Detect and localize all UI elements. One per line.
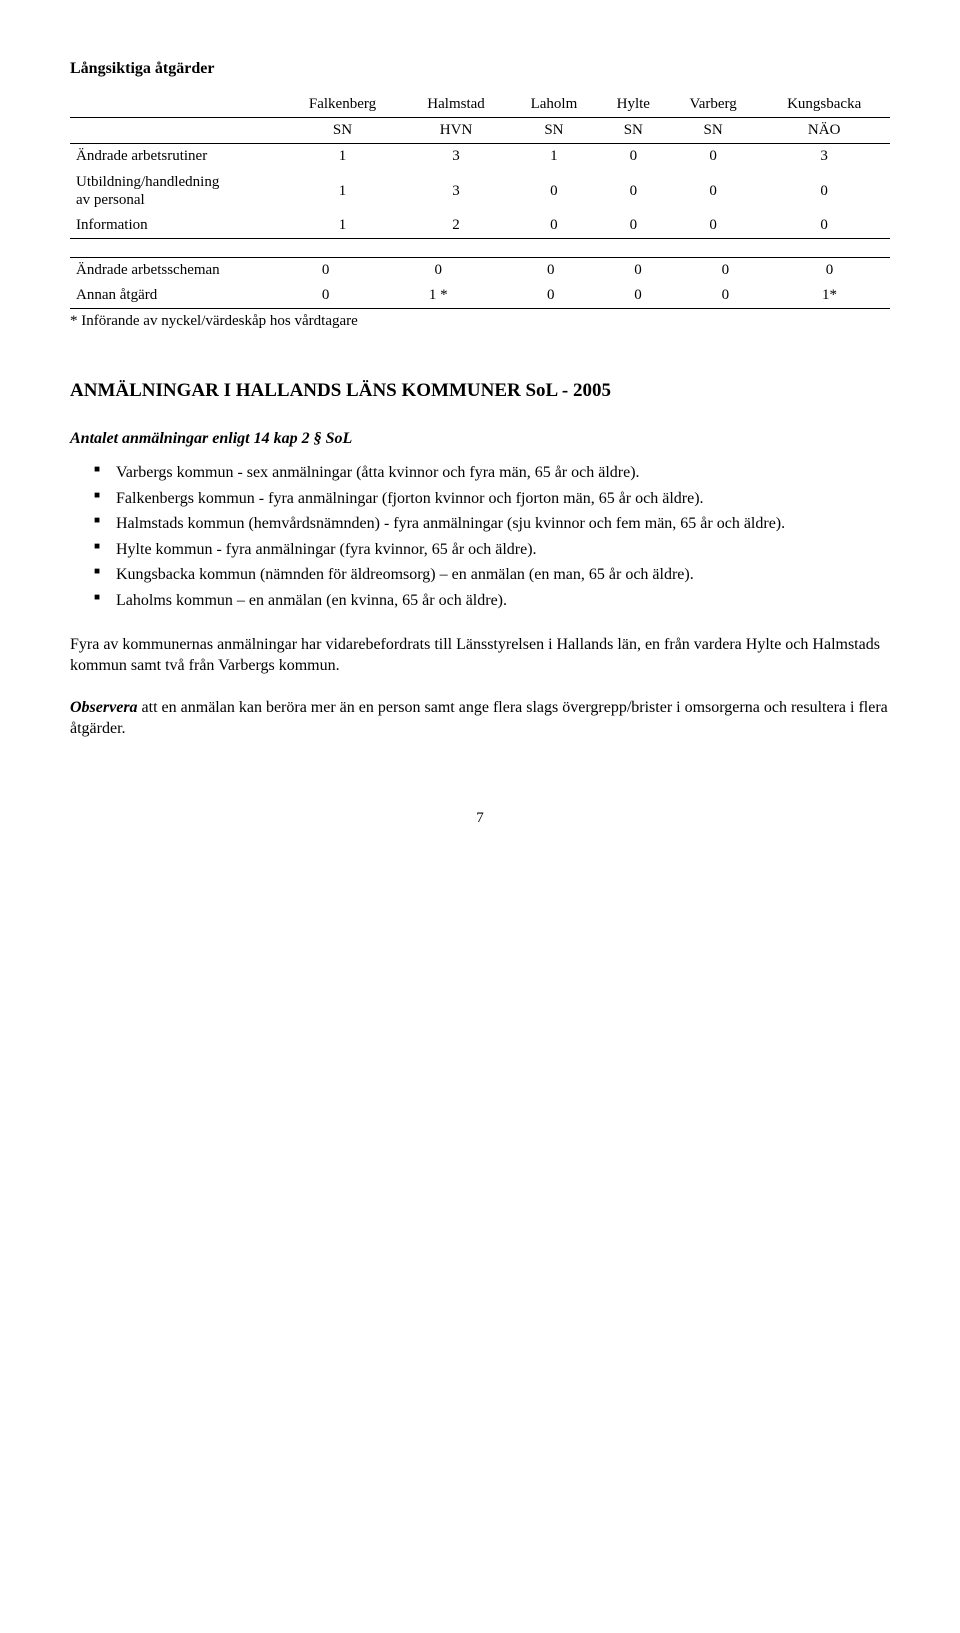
table-row: Ändrade arbetsrutiner 1 3 1 0 0 3 [70, 144, 890, 170]
col-head: Hylte [599, 92, 668, 118]
cell: SN [509, 118, 599, 144]
table-row: Annan åtgärd 0 1 * 0 0 0 1* [70, 283, 890, 309]
cell: 0 [282, 258, 369, 284]
table-longterm-actions-2: Ändrade arbetsscheman 0 0 0 0 0 0 Annan … [70, 257, 890, 309]
table-row: Ändrade arbetsscheman 0 0 0 0 0 0 [70, 258, 890, 284]
cell: 1 [282, 213, 403, 239]
table-longterm-actions: Falkenberg Halmstad Laholm Hylte Varberg… [70, 92, 890, 239]
cell: 0 [668, 213, 758, 239]
cell: 0 [599, 169, 668, 213]
row-label: Ändrade arbetsscheman [70, 258, 282, 284]
cell: 1 [282, 144, 403, 170]
col-head: Kungsbacka [758, 92, 890, 118]
cell: 1 [282, 169, 403, 213]
cell: 0 [668, 169, 758, 213]
table-footnote: * Införande av nyckel/värdeskåp hos vård… [70, 313, 890, 330]
page-number: 7 [70, 810, 890, 827]
cell: 0 [758, 169, 890, 213]
row-label: Utbildning/handledningav personal [70, 169, 282, 213]
row-label: Annan åtgärd [70, 283, 282, 309]
obs-label: Observera [70, 699, 138, 716]
list-item: Hylte kommun - fyra anmälningar (fyra kv… [94, 539, 890, 561]
cell: 0 [668, 144, 758, 170]
table-row: Information 1 2 0 0 0 0 [70, 213, 890, 239]
paragraph: Fyra av kommunernas anmälningar har vida… [70, 634, 890, 677]
row-label: Information [70, 213, 282, 239]
cell: NÄO [758, 118, 890, 144]
cell: 0 [509, 213, 599, 239]
cell: 3 [403, 144, 509, 170]
cell: 2 [403, 213, 509, 239]
cell: 0 [282, 283, 369, 309]
cell: 0 [682, 258, 769, 284]
list-item: Falkenbergs kommun - fyra anmälningar (f… [94, 488, 890, 510]
cell: 0 [507, 258, 594, 284]
list-item: Kungsbacka kommun (nämnden för äldreomso… [94, 564, 890, 586]
list-item: Laholms kommun – en anmälan (en kvinna, … [94, 590, 890, 612]
col-head: Halmstad [403, 92, 509, 118]
cell: 3 [403, 169, 509, 213]
table-subhead-row: SN HVN SN SN SN NÄO [70, 118, 890, 144]
row-label: Ändrade arbetsrutiner [70, 144, 282, 170]
cell: 0 [599, 213, 668, 239]
cell: SN [599, 118, 668, 144]
subheading: Antalet anmälningar enligt 14 kap 2 § So… [70, 430, 890, 448]
cell: 0 [509, 169, 599, 213]
section-heading: Långsiktiga åtgärder [70, 60, 890, 78]
paragraph-rest: att en anmälan kan beröra mer än en pers… [70, 699, 888, 738]
document-title: ANMÄLNINGAR I HALLANDS LÄNS KOMMUNER SoL… [70, 380, 890, 402]
list-item: Varbergs kommun - sex anmälningar (åtta … [94, 462, 890, 484]
cell: HVN [403, 118, 509, 144]
cell: 0 [769, 258, 890, 284]
cell: 0 [369, 258, 507, 284]
paragraph-observera: Observera att en anmälan kan beröra mer … [70, 697, 890, 740]
col-head: Varberg [668, 92, 758, 118]
cell: 0 [594, 258, 681, 284]
bullet-list: Varbergs kommun - sex anmälningar (åtta … [70, 462, 890, 612]
table-row: Utbildning/handledningav personal 1 3 0 … [70, 169, 890, 213]
col-head: Falkenberg [282, 92, 403, 118]
cell: SN [668, 118, 758, 144]
cell: 0 [507, 283, 594, 309]
cell: 1 * [369, 283, 507, 309]
col-head: Laholm [509, 92, 599, 118]
cell: 0 [758, 213, 890, 239]
cell: 0 [682, 283, 769, 309]
cell: SN [282, 118, 403, 144]
cell: 0 [599, 144, 668, 170]
cell: 1 [509, 144, 599, 170]
cell: 1* [769, 283, 890, 309]
list-item: Halmstads kommun (hemvårdsnämnden) - fyr… [94, 513, 890, 535]
table-header-row: Falkenberg Halmstad Laholm Hylte Varberg… [70, 92, 890, 118]
cell: 3 [758, 144, 890, 170]
cell: 0 [594, 283, 681, 309]
